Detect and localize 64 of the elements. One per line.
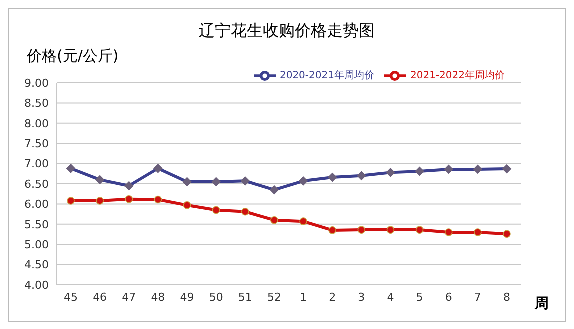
y-tick-label: 7.00 [24, 158, 49, 171]
point [328, 226, 336, 234]
y-tick-label: 4.50 [24, 258, 49, 272]
x-tick-label: 2 [329, 290, 336, 304]
y-tick-label: 7.50 [24, 138, 49, 151]
y-tick-label: 9.00 [24, 76, 49, 90]
x-tick-label: 5 [416, 290, 424, 304]
point [300, 218, 308, 226]
point [503, 230, 511, 238]
point [124, 182, 134, 191]
point [242, 208, 250, 216]
x-tick-label: 48 [151, 290, 166, 304]
point [444, 228, 453, 236]
x-tick-label: 50 [209, 290, 224, 304]
point [183, 202, 192, 210]
x-axis-title: 周 [535, 295, 549, 313]
x-tick-label: 6 [445, 290, 452, 304]
point [270, 216, 278, 224]
point [66, 164, 76, 174]
point [474, 228, 482, 236]
point [386, 226, 395, 234]
point [358, 226, 366, 234]
legend-label: 2020-2021年周均价 [280, 70, 374, 82]
point [328, 173, 338, 182]
x-tick-label: 51 [238, 290, 252, 304]
point [154, 196, 162, 204]
y-tick-label: 5.50 [24, 218, 49, 232]
point [299, 176, 308, 186]
point [386, 168, 396, 178]
point [502, 164, 512, 174]
x-tick-label: 47 [122, 290, 136, 304]
y-tick-label: 6.50 [24, 178, 49, 191]
point [96, 197, 104, 205]
point [240, 176, 250, 186]
x-tick-label: 45 [64, 290, 78, 304]
x-tick-label: 46 [93, 290, 108, 304]
x-tick-label: 3 [358, 290, 366, 304]
point [212, 206, 220, 214]
point [416, 226, 424, 234]
point [270, 186, 279, 195]
x-tick-label: 49 [180, 290, 194, 304]
point [125, 195, 134, 204]
x-tick-label: 8 [504, 290, 510, 304]
point [444, 164, 454, 174]
x-tick-label: 7 [474, 290, 482, 304]
y-tick-label: 4.00 [24, 278, 49, 292]
y-tick-label: 8.50 [24, 97, 49, 110]
chart-title: 辽宁花生收购价格走势图 [198, 21, 376, 42]
y-tick-label: 6.00 [24, 198, 49, 212]
point [67, 197, 75, 205]
y-axis-title: 价格(元/公斤) [27, 47, 119, 66]
point [473, 164, 482, 174]
point [154, 164, 163, 174]
x-tick-label: 1 [300, 290, 308, 304]
x-tick-label: 52 [267, 290, 282, 304]
point [212, 177, 221, 186]
x-tick-label: 4 [387, 290, 394, 304]
point [357, 171, 366, 180]
point [415, 166, 424, 176]
legend-label: 2021-2022年周均价 [410, 70, 505, 82]
y-tick-label: 5.00 [24, 238, 49, 252]
point [182, 177, 192, 186]
point [96, 175, 105, 184]
y-tick-label: 8.00 [24, 117, 49, 130]
